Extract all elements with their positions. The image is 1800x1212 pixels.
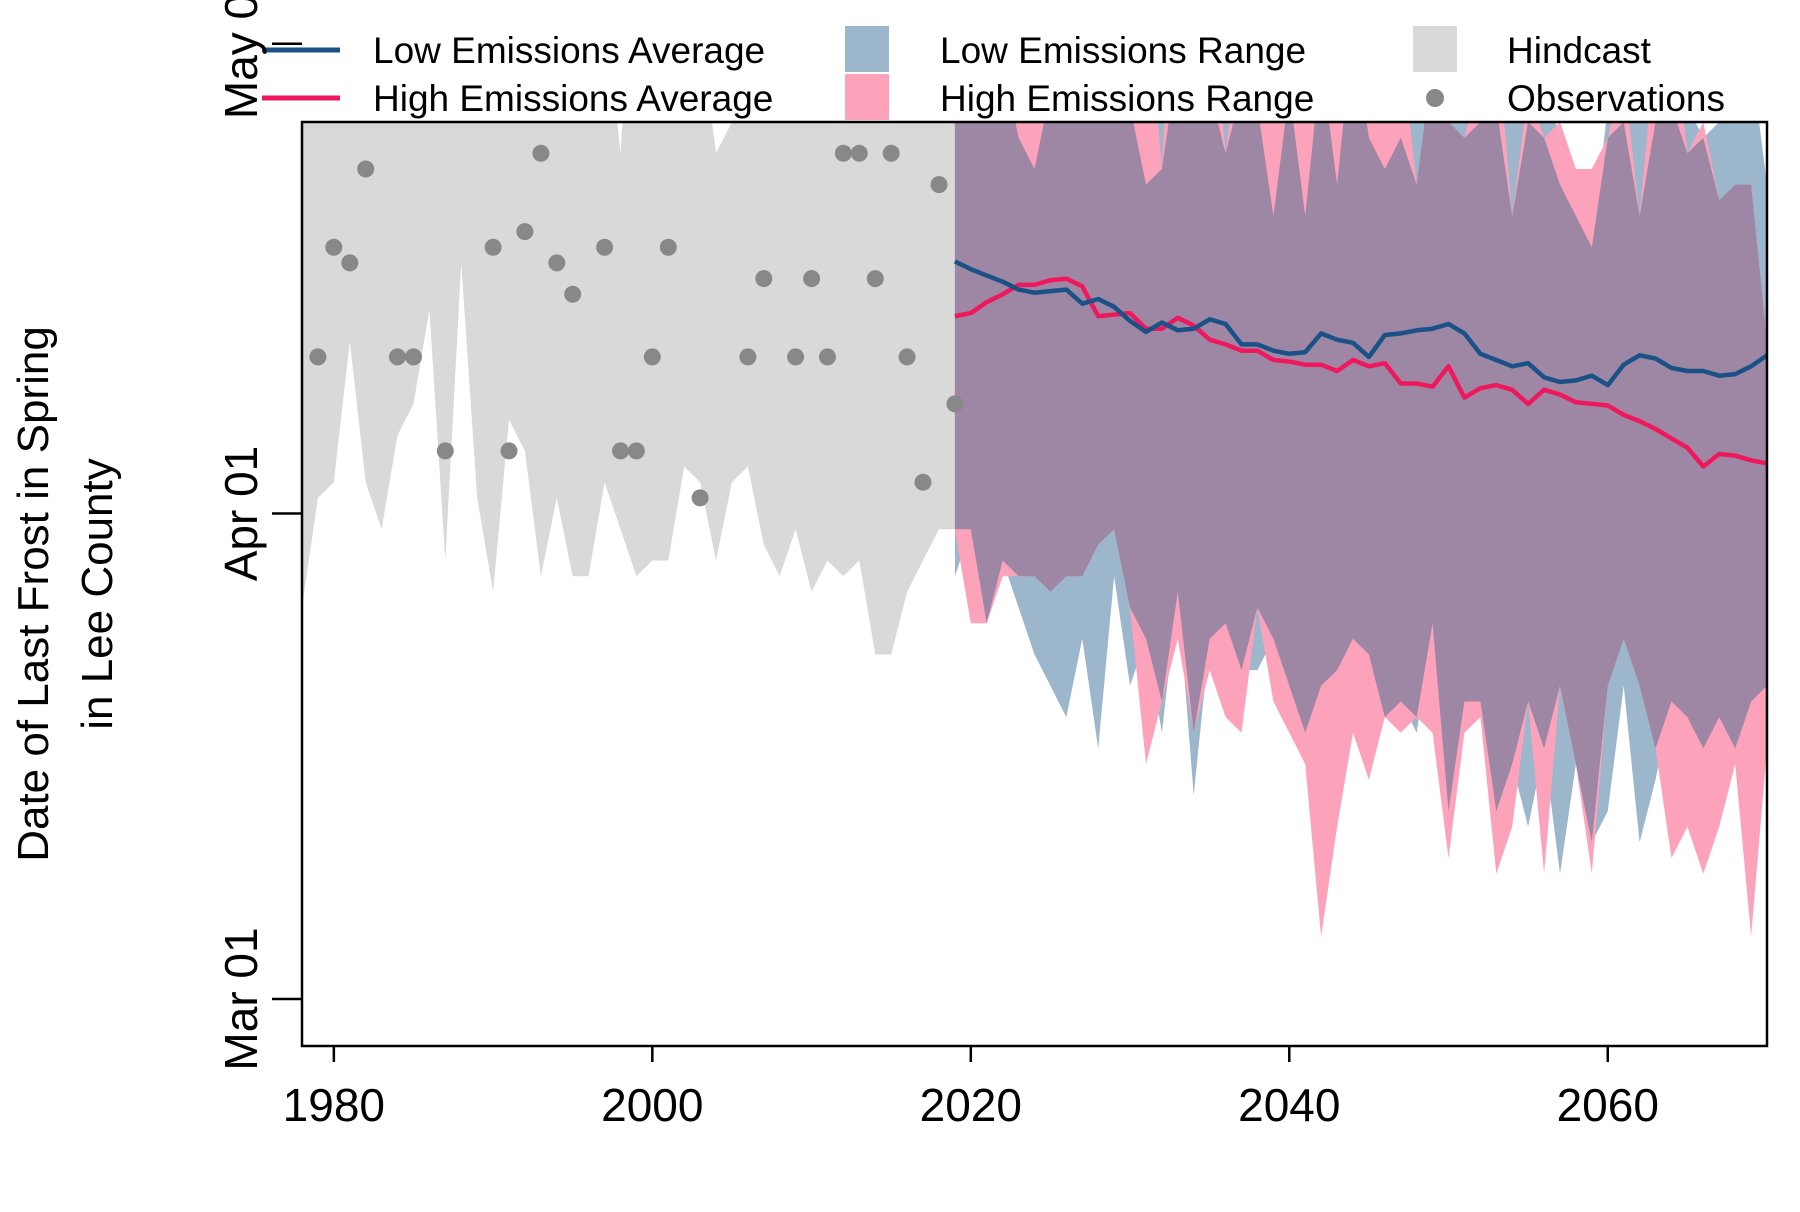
plot-body (302, 0, 1767, 937)
observation-point (580, 0, 597, 5)
low-emissions-average-line (953, 259, 1767, 388)
legend-fill-swatch (845, 74, 889, 120)
legend-item: Low Emissions Range (845, 26, 1306, 72)
y-axis-title-line-2: in Lee County (73, 458, 122, 730)
observation-point (819, 348, 836, 366)
observation-point (612, 442, 629, 460)
hindcast-range-band (302, 122, 955, 655)
x-tick-label: 1980 (283, 1079, 385, 1131)
observation-point (739, 348, 757, 366)
observation-point (436, 442, 454, 460)
observation-point (325, 238, 343, 256)
observation-point (787, 348, 805, 366)
legend-item: Low Emissions Average (262, 30, 765, 71)
x-tick-label: 2000 (601, 1079, 703, 1131)
legend-label: High Emissions Average (373, 78, 773, 119)
observation-point (866, 270, 884, 288)
legend-label: Low Emissions Average (373, 30, 765, 71)
observation-point (882, 144, 900, 162)
axes: 1980 2000 2020 2040 2060 Mar 01 Apr 01 May 01 Da… (9, 0, 1769, 1131)
legend-item: Hindcast (1413, 26, 1652, 72)
range-overlap-band (954, 122, 1767, 843)
legend-fill-swatch (845, 26, 889, 72)
observation-point (532, 144, 550, 162)
legend-label: High Emissions Range (940, 78, 1314, 119)
x-tick-label: 2040 (1238, 1079, 1340, 1131)
observation-point (691, 489, 709, 507)
legend-label: Hindcast (1507, 30, 1652, 71)
legend-fill-swatch (1413, 26, 1457, 72)
observation-point (548, 254, 566, 272)
legend-item: High Emissions Range (845, 74, 1314, 120)
observation-point (389, 348, 406, 366)
legend-point-swatch (1426, 89, 1444, 107)
observation-point (484, 238, 502, 256)
observation-point (930, 176, 948, 194)
y-tick-label: May 01 (215, 0, 267, 119)
x-tick-label: 2060 (1557, 1079, 1659, 1131)
plot-frame (300, 120, 1769, 1048)
legend-label: Low Emissions Range (940, 30, 1306, 71)
y-tick-label: Apr 01 (215, 446, 267, 582)
observation-point (659, 238, 677, 256)
observation-point (564, 285, 582, 303)
plot-area (302, 0, 1767, 937)
observation-point (755, 270, 773, 288)
observation-point (309, 348, 327, 366)
observation-point (516, 223, 534, 241)
observation-point (850, 144, 868, 162)
observation-point (405, 348, 422, 366)
observation-point (357, 160, 375, 178)
legend-item: High Emissions Average (262, 78, 773, 119)
observation-point (500, 442, 518, 460)
observation-point (898, 348, 916, 366)
observation-point (946, 395, 964, 413)
observation-point (834, 144, 852, 162)
observation-point (643, 348, 661, 366)
observation-point (771, 82, 788, 99)
legend: Low Emissions Average High Emissions Aver… (262, 26, 1725, 120)
y-tick-label: Mar 01 (215, 927, 267, 1070)
x-tick-label: 2020 (920, 1079, 1022, 1131)
legend-item: Observations (1426, 78, 1725, 119)
y-axis-title-line-1: Date of Last Frost in Spring (9, 326, 58, 862)
observation-point (627, 442, 645, 460)
legend-label: Observations (1507, 78, 1725, 119)
observation-point (803, 270, 821, 288)
observation-point (914, 473, 932, 491)
observation-point (341, 254, 359, 272)
observation-point (596, 238, 614, 256)
